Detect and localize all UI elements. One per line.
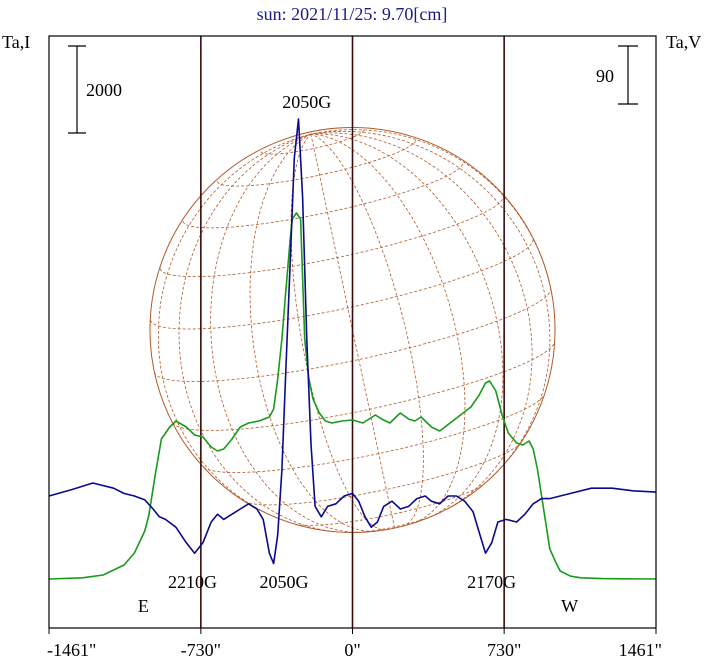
longitude-line xyxy=(210,133,358,533)
limb-label: W xyxy=(561,596,578,616)
longitude-line xyxy=(310,129,551,288)
peak-annotation: 2210G xyxy=(168,572,217,592)
vertical-markers xyxy=(200,36,505,628)
peak-annotation: 2170G xyxy=(467,572,516,592)
limb-label: E xyxy=(138,596,149,616)
chart-title: sun: 2021/11/25: 9.70[cm] xyxy=(257,4,448,24)
right-scale-bar-label: 90 xyxy=(596,66,614,86)
x-tick-label: 1461" xyxy=(619,640,662,660)
longitude-line xyxy=(249,133,374,532)
peak-annotation: 2050G xyxy=(282,92,331,112)
solar-disk-grid xyxy=(149,126,556,534)
left-axis-label: Ta,I xyxy=(2,32,30,52)
longitude-line xyxy=(310,133,504,518)
longitude-line xyxy=(310,130,551,477)
x-tick-label: -730" xyxy=(181,640,221,660)
longitude-line xyxy=(310,132,533,510)
latitude-line xyxy=(244,442,522,506)
longitude-line xyxy=(310,133,424,527)
right-scale-bar: 90 xyxy=(596,45,638,105)
x-tick-label: 0" xyxy=(344,640,360,660)
peak-annotation: 2050G xyxy=(259,572,308,592)
x-tick-label: -1461" xyxy=(47,640,96,660)
series-lines xyxy=(48,118,657,580)
left-scale-bar: 2000 xyxy=(68,45,122,134)
right-axis-label: Ta,V xyxy=(666,32,701,52)
series-line-polarization xyxy=(48,118,657,565)
series-line-intensity xyxy=(48,212,657,580)
longitude-line xyxy=(310,133,466,523)
x-tick-labels: -1461" -730" 0" 730" 1461" xyxy=(47,628,662,660)
x-tick-label: 730" xyxy=(487,640,521,660)
annotations: 2050G 2210G 2050G 2170G xyxy=(168,92,516,592)
left-scale-bar-label: 2000 xyxy=(86,80,122,100)
longitude-line xyxy=(178,133,341,533)
longitude-line xyxy=(157,133,312,521)
latitude-line xyxy=(295,483,484,526)
